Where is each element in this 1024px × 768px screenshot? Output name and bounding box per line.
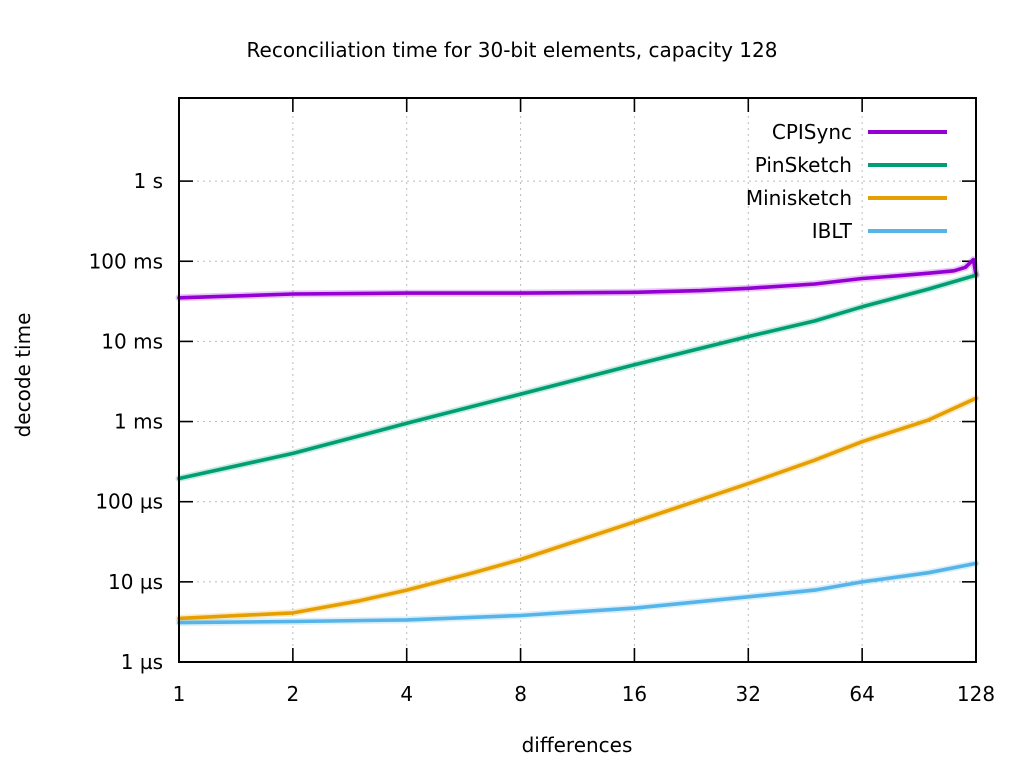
x-axis-label: differences — [522, 733, 633, 757]
data-series — [175, 256, 980, 627]
y-tick-label: 10 µs — [108, 570, 163, 594]
series-halo-pinsketch — [175, 271, 980, 482]
x-tick-label: 128 — [957, 682, 995, 706]
y-tick-label: 1 s — [133, 169, 163, 193]
y-tick-label: 10 ms — [101, 329, 163, 353]
legend-label-minisketch: Minisketch — [746, 186, 852, 210]
tick-labels: 1 2 4 8 16 32 64 128 1 s 100 ms 10 ms 1 ms 100 µs 10 … — [89, 169, 996, 706]
plot-border — [178, 97, 977, 663]
x-tick-label: 1 — [173, 682, 186, 706]
y-tick-label: 1 µs — [121, 650, 163, 674]
axis-ticks — [178, 98, 977, 663]
legend: CPISync PinSketch Minisketch IBLT — [746, 120, 947, 243]
x-tick-label: 2 — [286, 682, 299, 706]
grid-lines — [179, 98, 976, 662]
y-tick-label: 100 µs — [95, 490, 163, 514]
series-line-pinsketch — [177, 273, 978, 481]
chart-title: Reconciliation time for 30-bit elements,… — [247, 38, 778, 62]
x-tick-label: 64 — [849, 682, 874, 706]
legend-label-cpisync: CPISync — [772, 120, 852, 144]
series-line-iblt — [177, 561, 978, 625]
series-line-cpisync — [177, 257, 978, 300]
x-tick-label: 32 — [736, 682, 761, 706]
legend-label-pinsketch: PinSketch — [755, 153, 852, 177]
legend-label-iblt: IBLT — [812, 219, 853, 243]
y-tick-label: 1 ms — [114, 410, 163, 434]
y-axis-label: decode time — [11, 313, 35, 438]
y-tick-label: 100 ms — [89, 249, 163, 273]
x-tick-label: 4 — [400, 682, 413, 706]
x-tick-label: 16 — [622, 682, 647, 706]
series-line-minisketch — [177, 396, 978, 621]
x-tick-label: 8 — [514, 682, 527, 706]
